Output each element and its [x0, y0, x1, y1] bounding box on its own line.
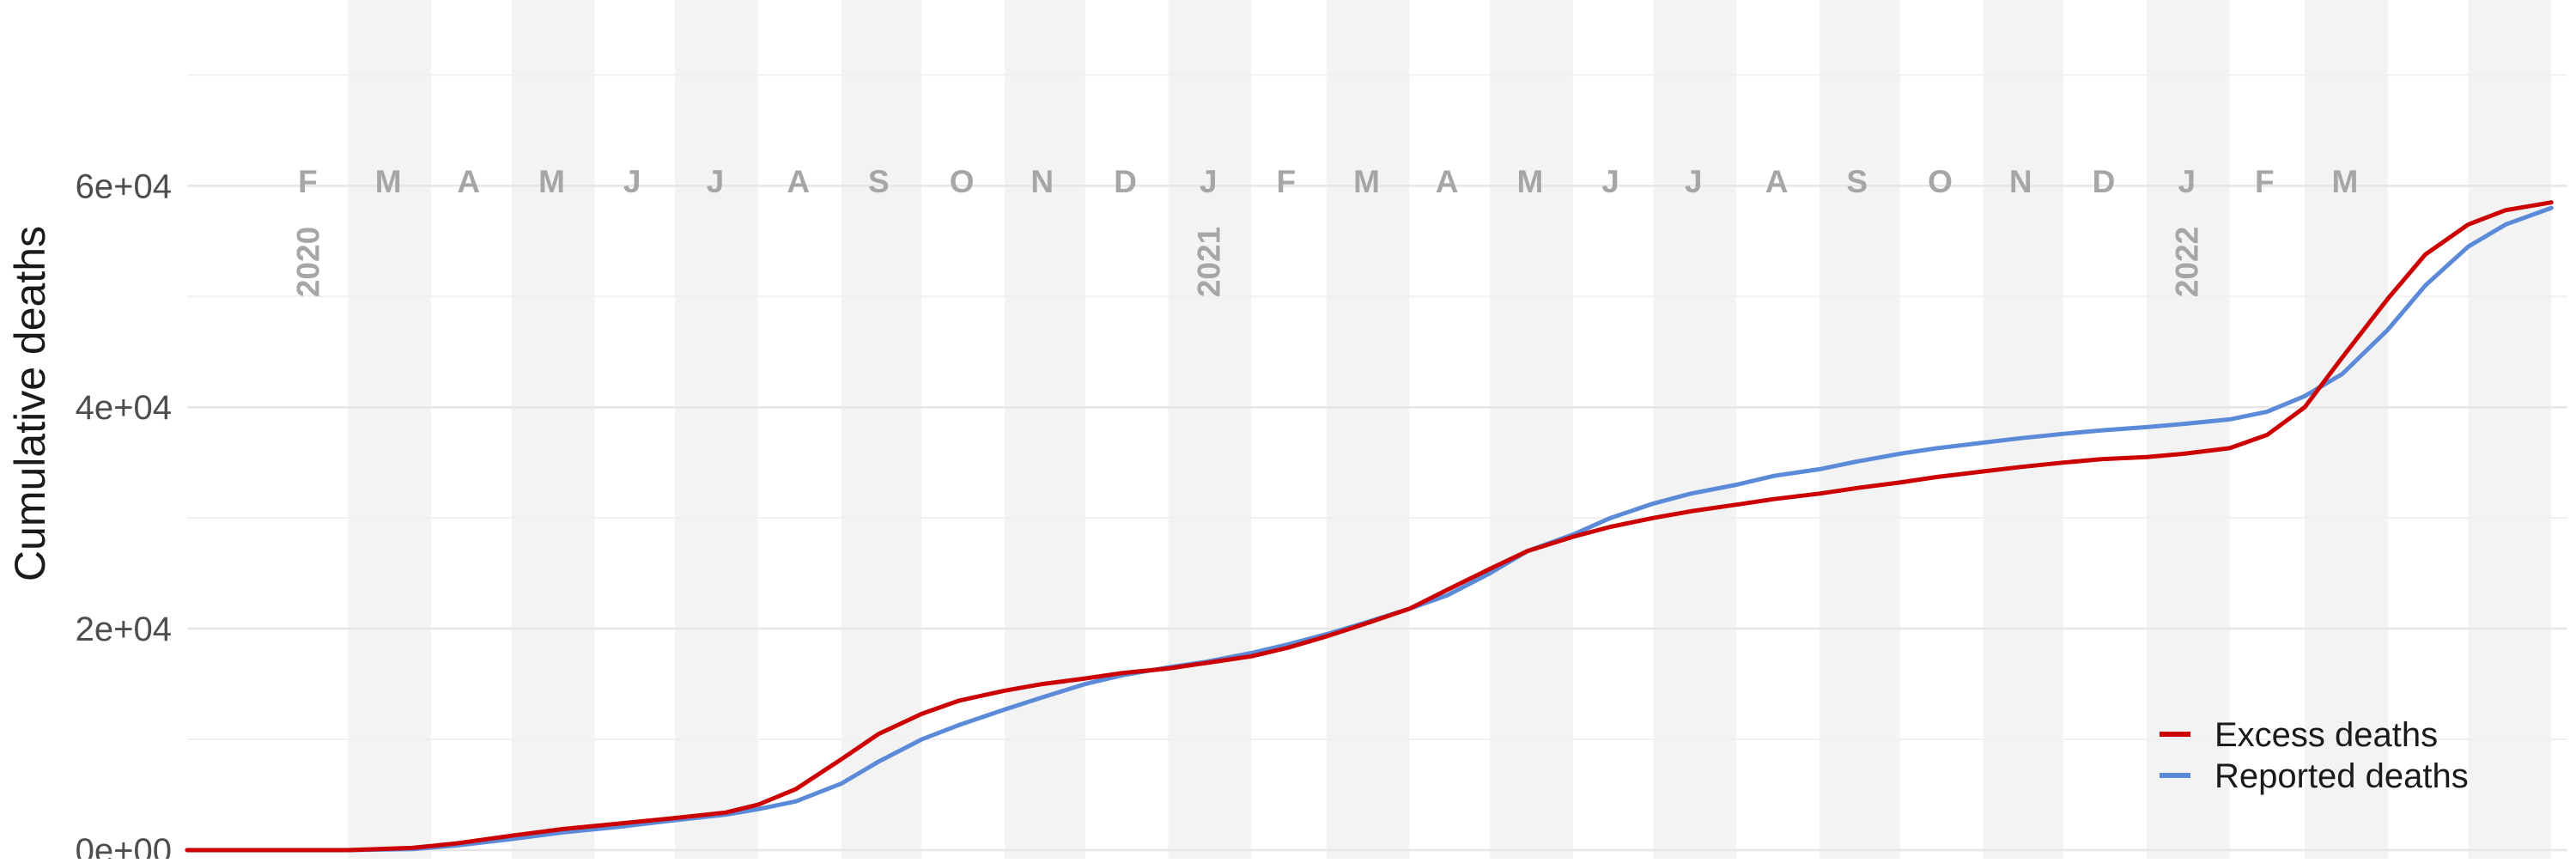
month-band [2468, 0, 2552, 859]
y-axis-title: Cumulative deaths [6, 226, 54, 581]
month-band [1820, 0, 1900, 859]
month-shading-bands [348, 0, 2552, 859]
year-labels: 2020 2021 2022 [290, 227, 2204, 297]
y-tick-label: 2e+04 [76, 611, 172, 648]
month-label: F [2255, 164, 2275, 199]
month-band [675, 0, 758, 859]
month-label: N [2009, 164, 2032, 199]
month-label: A [1436, 164, 1459, 199]
month-label: M [1353, 164, 1380, 199]
month-label: J [2178, 164, 2196, 199]
month-band [348, 0, 432, 859]
legend-label: Excess deaths [2215, 716, 2438, 754]
month-label: M [2331, 164, 2358, 199]
month-label: M [1517, 164, 1544, 199]
month-label: S [868, 164, 890, 199]
month-band [1983, 0, 2064, 859]
year-label: 2021 [1191, 227, 1226, 297]
month-label: F [298, 164, 318, 199]
year-label: 2020 [290, 227, 325, 297]
month-label: J [1685, 164, 1703, 199]
month-band [1326, 0, 1410, 859]
month-label: D [2093, 164, 2116, 199]
month-label: F [1277, 164, 1297, 199]
month-label: M [538, 164, 565, 199]
month-band [2305, 0, 2388, 859]
month-band [2146, 0, 2230, 859]
month-label: J [1200, 164, 1218, 199]
month-label: A [787, 164, 810, 199]
y-axis: Cumulative deaths 0e+00 2e+04 4e+04 6e+04 [6, 167, 172, 863]
month-band [1490, 0, 1573, 859]
series-lines [185, 200, 2554, 853]
month-band [1168, 0, 1252, 859]
month-label: J [1601, 164, 1619, 199]
month-label: A [1765, 164, 1789, 199]
y-tick-label: 0e+00 [76, 832, 172, 859]
month-label: D [1114, 164, 1137, 199]
month-label: O [1928, 164, 1953, 199]
series-line-excess-deaths [185, 200, 2554, 853]
gridlines [187, 74, 2567, 852]
month-label: J [707, 164, 725, 199]
month-band [511, 0, 595, 859]
legend-label: Reported deaths [2215, 757, 2469, 795]
month-label: N [1030, 164, 1054, 199]
month-band [1005, 0, 1085, 859]
month-label: A [457, 164, 480, 199]
y-tick-label: 4e+04 [76, 389, 172, 427]
month-band [841, 0, 922, 859]
month-label: M [375, 164, 402, 199]
month-label: O [950, 164, 975, 199]
year-label: 2022 [2170, 227, 2205, 297]
month-band [1653, 0, 1737, 859]
month-label: J [623, 164, 641, 199]
month-label: S [1846, 164, 1868, 199]
y-tick-label: 6e+04 [76, 167, 172, 205]
